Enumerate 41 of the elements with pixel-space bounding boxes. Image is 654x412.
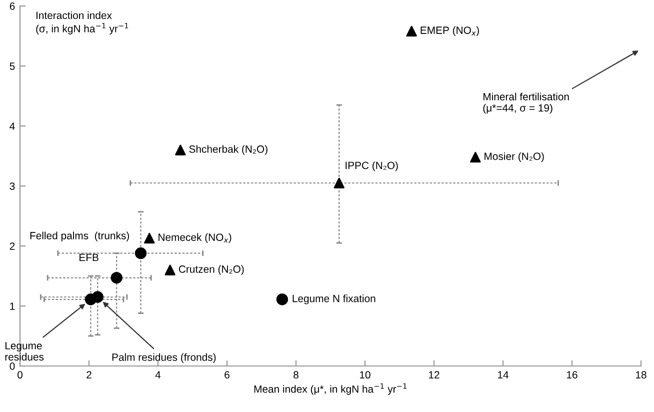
point [134,247,147,260]
x-tick-label: 4 [155,371,161,378]
x-tick-label: 6 [224,371,230,379]
annotation: Mineral fertilisation (μ*=44, σ = 19) [483,92,569,114]
annotation: Legume residues [5,342,44,361]
annotation: IPPC (N₂O) [346,161,398,172]
point [110,272,122,284]
point [175,144,186,156]
annotation: EMEP (NO$_{x}$) [420,26,479,36]
annotation: Shcherbak (N₂O) [189,145,268,155]
point [84,294,97,306]
annotation: Crutzen (N₂O) [178,265,244,275]
point [276,294,288,306]
x-tick-label: 10 [360,371,370,379]
annotation: Nemecek (NO$_{x}$) [158,233,232,244]
x-tick-label: 14 [498,371,508,378]
annotation: Legume N fixation [292,294,376,304]
y-tick-label: 1 [10,302,15,310]
point [144,232,155,244]
x-tick-label: 2 [86,371,92,378]
point [470,152,481,163]
x-tick-label: 18 [636,371,646,379]
y-axis-title: Interaction index (σ, in kgN ha$^{−1}$ yr$^{−1}$ [36,11,128,34]
x-axis-title: Mean index (μ*, in kgN ha$^{−1}$ yr$^{−1}$ [254,383,406,395]
y-tick-label: 2 [10,242,15,250]
y-tick-label: 3 [10,182,15,190]
point [406,26,417,37]
x-tick-label: 16 [567,371,578,379]
annotation: Felled palms (trunks) [30,232,129,242]
annotation: EFB [80,254,98,262]
x-tick-label: 8 [294,371,298,379]
x-tick-label: 0 [18,371,22,379]
y-tick-label: 0 [10,362,15,370]
point [164,264,176,276]
annotation: Palm residues (fronds) [112,353,216,363]
y-tick-label: 5 [10,62,15,70]
x-tick-label: 12 [429,371,440,378]
annotation: Mosier (N₂O) [484,152,544,162]
point [334,178,344,188]
y-tick-label: 4 [10,122,15,130]
y-tick-label: 6 [10,2,15,10]
